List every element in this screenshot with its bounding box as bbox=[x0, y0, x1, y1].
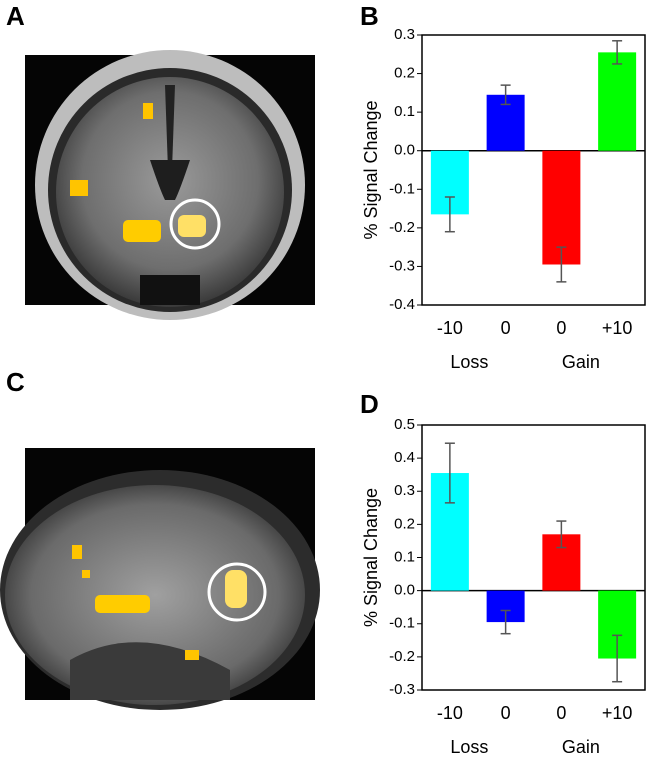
error-bar bbox=[612, 634, 623, 683]
x-tick-label: -10 bbox=[437, 703, 463, 723]
error-bar bbox=[500, 609, 511, 635]
y-axis-label: % Signal Change bbox=[361, 488, 381, 627]
y-tick-label: 0.0 bbox=[394, 582, 415, 599]
panel-label: C bbox=[6, 367, 25, 397]
group-label: Gain bbox=[562, 737, 600, 757]
error-bar bbox=[556, 246, 567, 283]
panel-label: B bbox=[360, 1, 379, 31]
y-tick-label: -0.1 bbox=[389, 180, 415, 197]
y-tick-label: 0.4 bbox=[394, 449, 415, 466]
y-tick-label: 0.0 bbox=[394, 142, 415, 159]
x-tick-label: 0 bbox=[556, 318, 566, 338]
y-tick-label: 0.3 bbox=[394, 482, 415, 499]
x-tick-label: 0 bbox=[501, 318, 511, 338]
y-tick-label: -0.2 bbox=[389, 219, 415, 236]
x-tick-label: +10 bbox=[602, 318, 633, 338]
y-tick-label: 0.2 bbox=[394, 65, 415, 82]
y-tick-label: -0.1 bbox=[389, 615, 415, 632]
error-bar bbox=[556, 520, 567, 549]
y-tick-label: 0.1 bbox=[394, 548, 415, 565]
bar bbox=[598, 52, 637, 151]
brain-image-c bbox=[0, 448, 320, 710]
error-bar bbox=[500, 84, 511, 106]
group-label: Loss bbox=[450, 352, 488, 372]
bar bbox=[542, 150, 581, 265]
y-axis-label: % Signal Change bbox=[361, 100, 381, 239]
error-bar bbox=[444, 196, 455, 233]
y-tick-label: -0.2 bbox=[389, 648, 415, 665]
x-tick-label: +10 bbox=[602, 703, 633, 723]
x-tick-label: 0 bbox=[501, 703, 511, 723]
error-bar bbox=[444, 442, 455, 504]
y-tick-label: -0.3 bbox=[389, 681, 415, 698]
brain-image-a bbox=[25, 50, 315, 320]
panel-label: A bbox=[6, 1, 25, 31]
y-tick-label: 0.3 bbox=[394, 26, 415, 43]
panel-label: D bbox=[360, 389, 379, 419]
y-tick-label: 0.1 bbox=[394, 103, 415, 120]
x-tick-label: 0 bbox=[556, 703, 566, 723]
error-bar bbox=[612, 40, 623, 65]
y-tick-label: -0.3 bbox=[389, 257, 415, 274]
group-label: Gain bbox=[562, 352, 600, 372]
y-tick-label: 0.2 bbox=[394, 515, 415, 532]
y-tick-label: -0.4 bbox=[389, 296, 415, 313]
group-label: Loss bbox=[450, 737, 488, 757]
plot-frame bbox=[421, 34, 646, 306]
y-tick-label: 0.5 bbox=[394, 416, 415, 433]
x-tick-label: -10 bbox=[437, 318, 463, 338]
